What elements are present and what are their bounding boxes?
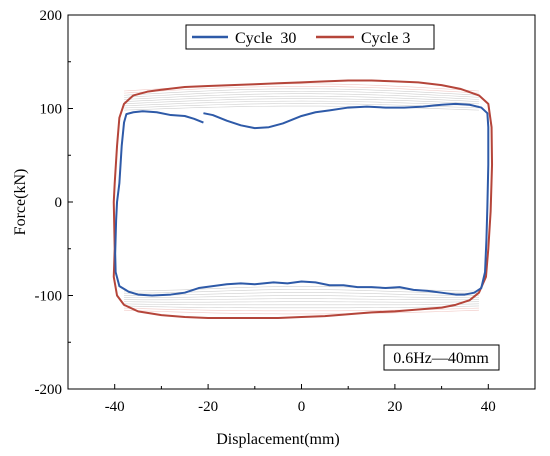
y-tick-label: 200 xyxy=(40,8,63,24)
plot-frame xyxy=(67,14,536,390)
intermediate-cycle-lower xyxy=(124,298,479,301)
intermediate-cycle-upper xyxy=(124,93,479,100)
x-axis: -40 -20 0 20 40 xyxy=(67,384,536,415)
x-axis-title: Displacement(mm) xyxy=(216,431,340,448)
series-line-cycle-3 xyxy=(112,79,494,319)
intermediate-cycle-lower xyxy=(124,309,479,315)
x-tick-label: 40 xyxy=(481,399,496,415)
intermediate-cycle-lower xyxy=(124,292,479,296)
legend: Cycle 30 Cycle 3 xyxy=(185,24,435,50)
annotation-frame xyxy=(383,344,500,371)
y-tick-label: 0 xyxy=(55,195,63,211)
intermediate-cycle-lower xyxy=(124,305,479,309)
series-line-cycle-30 xyxy=(114,102,490,297)
intermediate-cycle-upper xyxy=(124,103,479,109)
intermediate-cycle-upper xyxy=(124,98,479,105)
legend-label-cycle-30: Cycle 30 xyxy=(235,30,296,47)
intermediate-cycle-lower xyxy=(124,301,479,303)
y-tick-label: 100 xyxy=(40,102,63,118)
y-tick-label: -200 xyxy=(35,382,63,398)
intermediate-cycle-upper xyxy=(124,105,479,111)
intermediate-cycle-upper xyxy=(124,95,479,102)
intermediate-cycle-upper xyxy=(124,86,479,94)
x-tick-label: -20 xyxy=(198,399,218,415)
y-tick-label: -100 xyxy=(35,289,63,305)
y-axis: -200 -100 0 100 200 xyxy=(35,8,73,398)
x-tick-label: 0 xyxy=(298,399,306,415)
intermediate-cycle-lower xyxy=(124,303,479,306)
intermediate-cycle-upper xyxy=(124,88,479,96)
intermediate-cycle-lower xyxy=(124,295,479,298)
annotation-box: 0.6Hz—40mm xyxy=(383,344,500,371)
background-cycles xyxy=(124,83,479,315)
series-layer xyxy=(112,79,494,319)
intermediate-cycle-upper xyxy=(124,100,479,107)
legend-label-cycle-3: Cycle 3 xyxy=(361,30,410,47)
y-axis-title: Force(kN) xyxy=(12,169,29,236)
x-tick-label: -40 xyxy=(105,399,125,415)
annotation-label: 0.6Hz—40mm xyxy=(393,350,489,367)
intermediate-cycle-upper xyxy=(124,90,479,98)
x-tick-label: 20 xyxy=(387,399,402,415)
